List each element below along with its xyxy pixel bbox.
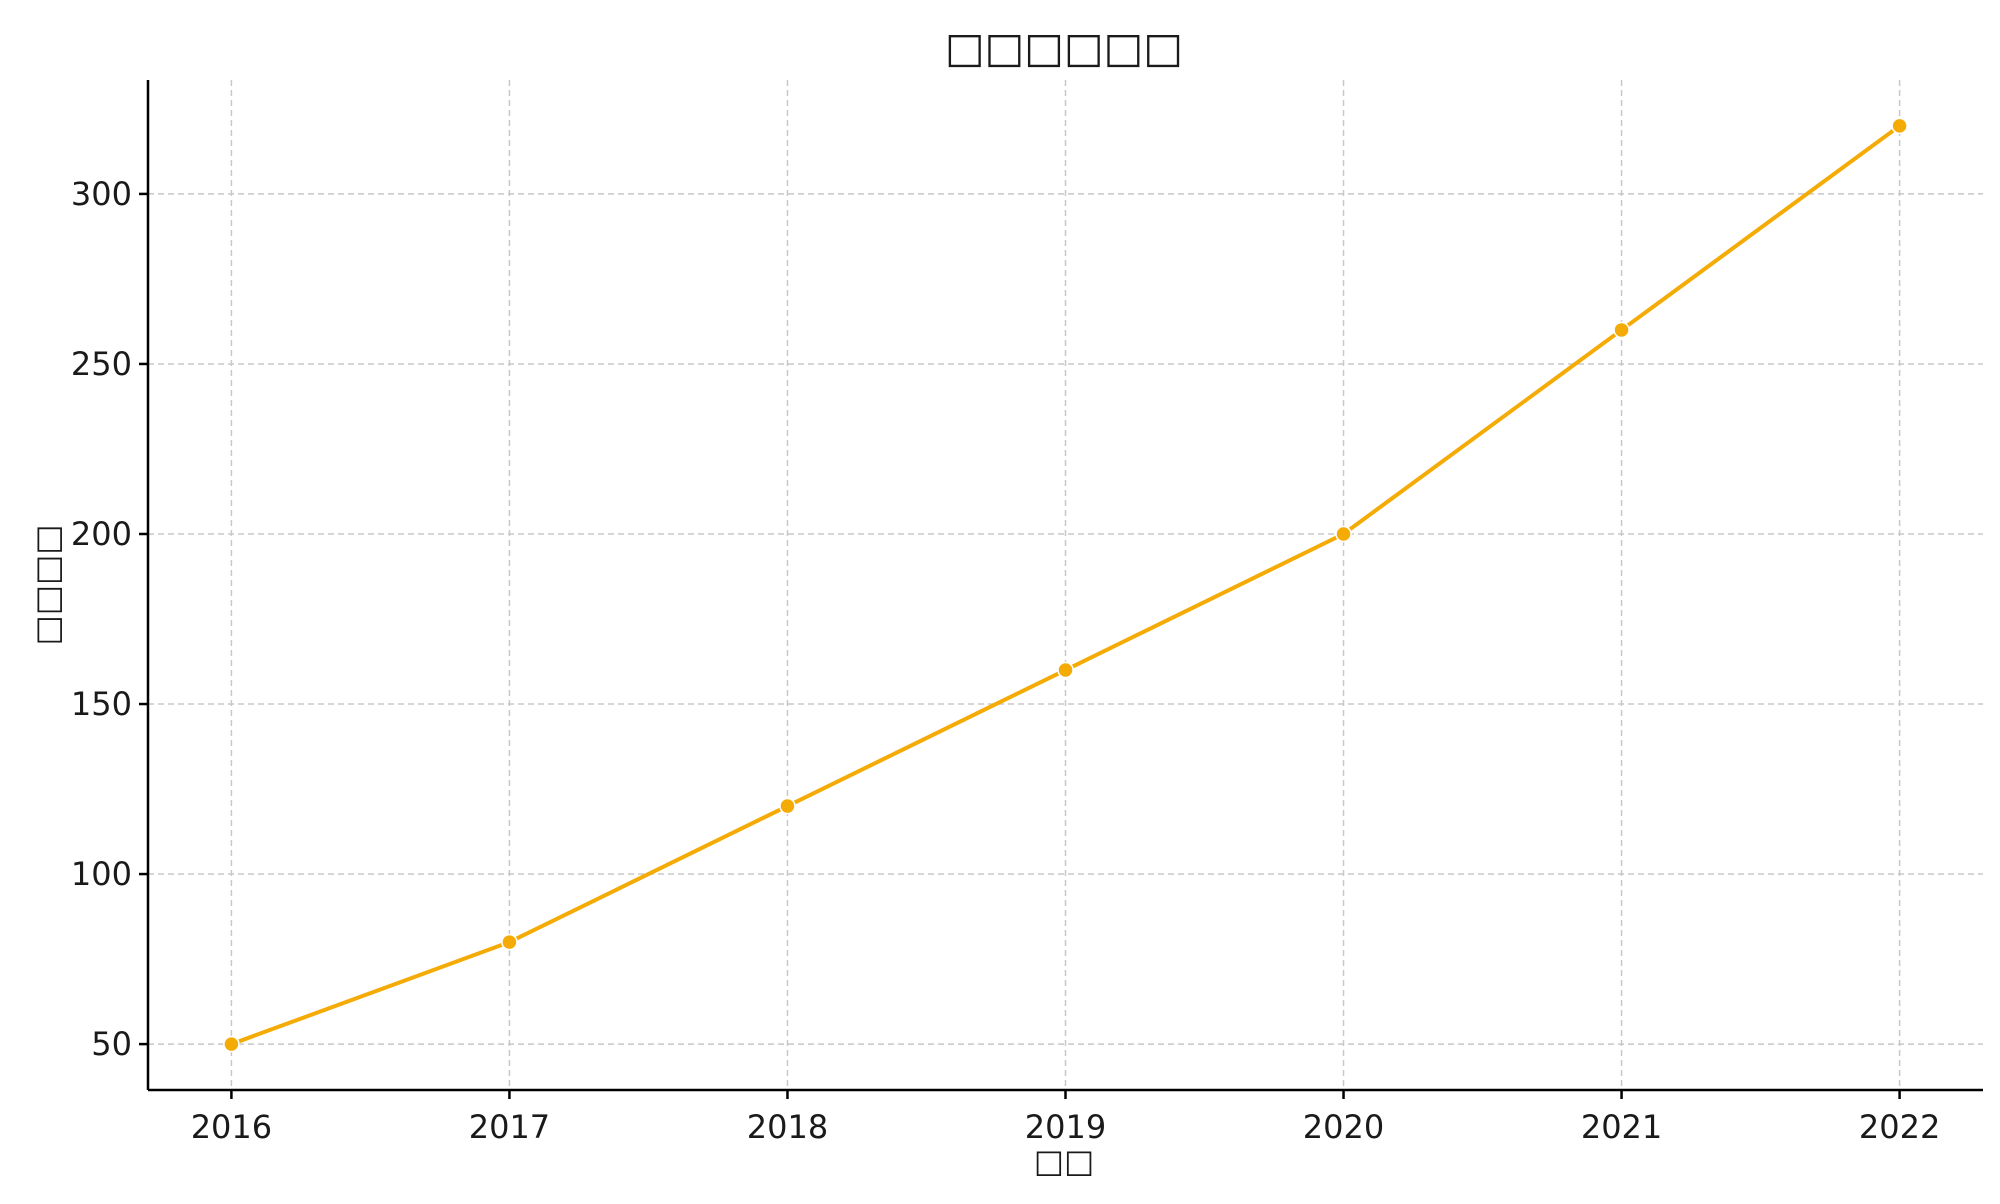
data-point xyxy=(1613,321,1630,339)
y-tick-label: 250 xyxy=(71,345,132,383)
x-tick-label: 2016 xyxy=(191,1108,272,1146)
y-tick-label: 100 xyxy=(71,855,132,893)
series-layer xyxy=(223,117,1908,1053)
data-point xyxy=(1057,661,1074,679)
data-point xyxy=(779,797,796,815)
grid-lines xyxy=(148,80,1983,1090)
y-axis-label: □□□□ xyxy=(28,525,66,646)
x-ticks: 2016 2017 2018 2019 2020 2021 2022 xyxy=(191,1090,1940,1146)
y-tick-label: 200 xyxy=(71,515,132,553)
chart-title: □□□□□□ xyxy=(945,23,1183,72)
x-tick-label: 2019 xyxy=(1025,1108,1106,1146)
y-ticks: 50 100 150 200 250 300 xyxy=(71,175,148,1063)
x-tick-label: 2022 xyxy=(1859,1108,1940,1146)
data-point xyxy=(501,933,518,951)
x-tick-label: 2017 xyxy=(469,1108,550,1146)
y-tick-label: 50 xyxy=(91,1025,132,1063)
x-axis-label: □□ xyxy=(1034,1142,1094,1180)
data-point xyxy=(1891,117,1908,135)
y-tick-label: 150 xyxy=(71,685,132,723)
data-point xyxy=(1335,525,1352,543)
x-tick-label: 2020 xyxy=(1303,1108,1384,1146)
y-tick-label: 300 xyxy=(71,175,132,213)
data-point xyxy=(223,1035,240,1053)
x-tick-label: 2018 xyxy=(747,1108,828,1146)
x-tick-label: 2021 xyxy=(1581,1108,1662,1146)
